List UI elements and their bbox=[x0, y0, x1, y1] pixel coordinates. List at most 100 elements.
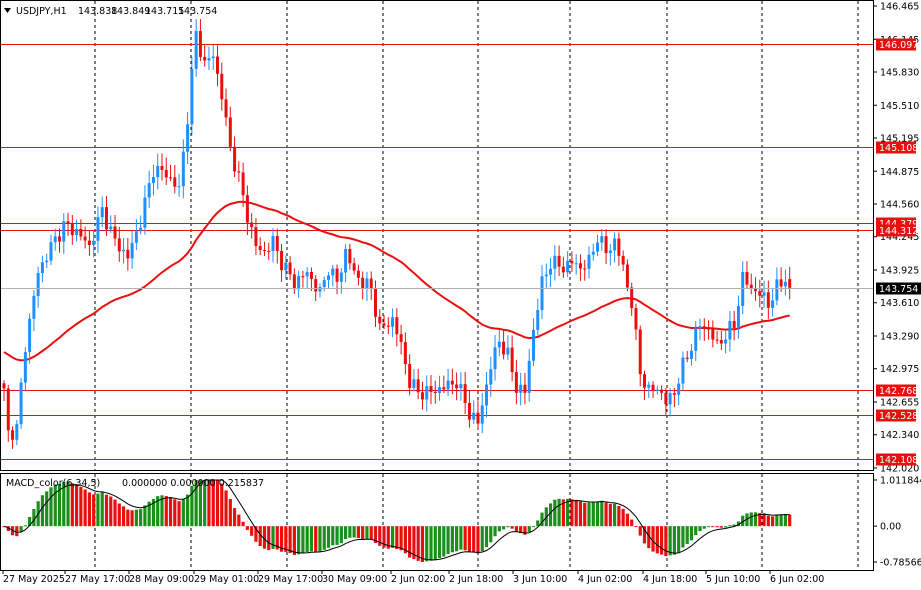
candle-body bbox=[258, 246, 262, 251]
signal-path bbox=[3, 479, 790, 561]
price-tick-label: 143.290 bbox=[880, 332, 919, 343]
current-price-tag: 143.754 bbox=[876, 282, 921, 295]
candle-body bbox=[147, 183, 151, 198]
candle-body bbox=[587, 254, 591, 269]
candle-body bbox=[2, 383, 6, 389]
candle-body bbox=[655, 389, 659, 391]
candle-body bbox=[186, 124, 190, 152]
macd-bar bbox=[766, 515, 770, 527]
candle-body bbox=[467, 402, 471, 420]
candle-body bbox=[45, 260, 49, 263]
candle-body bbox=[309, 272, 313, 280]
candle-body bbox=[348, 248, 352, 264]
time-tick-label: 29 May 01:00 bbox=[194, 574, 259, 585]
macd-bar bbox=[130, 510, 134, 527]
ohlc-close: 143.754 bbox=[178, 6, 217, 17]
price-level-label: 146.097 bbox=[879, 40, 918, 51]
macd-bar bbox=[711, 526, 715, 528]
macd-bar bbox=[215, 480, 220, 527]
macd-bar bbox=[190, 485, 194, 527]
candle-body bbox=[301, 276, 305, 278]
macd-bar bbox=[113, 499, 117, 527]
macd-bar bbox=[531, 526, 536, 528]
time-tick-label: 29 May 17:00 bbox=[258, 574, 323, 585]
macd-bar bbox=[395, 526, 399, 549]
candle-body bbox=[480, 405, 484, 424]
candle-body bbox=[561, 266, 565, 273]
macd-bar bbox=[783, 514, 788, 527]
macd-bar bbox=[583, 502, 587, 527]
candle-body bbox=[472, 412, 476, 420]
price-level-label: 144.312 bbox=[879, 226, 918, 237]
macd-bar bbox=[194, 480, 198, 527]
price-tick-label: 143.925 bbox=[880, 266, 919, 277]
candle-body bbox=[75, 228, 79, 236]
candle-body bbox=[544, 274, 548, 277]
macd-bar bbox=[331, 526, 335, 546]
time-tick-label: 27 May 2025 bbox=[3, 574, 65, 585]
macd-bar bbox=[117, 503, 121, 527]
price-pane[interactable] bbox=[0, 0, 874, 471]
symbol-dropdown-icon[interactable] bbox=[4, 8, 11, 13]
price-level-label: 145.108 bbox=[879, 143, 918, 154]
candle-body bbox=[715, 339, 719, 341]
macd-bar bbox=[519, 526, 523, 534]
price-level-tag bbox=[876, 453, 916, 466]
candle-body bbox=[783, 281, 787, 287]
macd-bar bbox=[87, 492, 91, 527]
price-tick-label: 144.875 bbox=[880, 167, 919, 178]
macd-bar bbox=[732, 524, 736, 527]
candle-body bbox=[327, 275, 331, 280]
level-price-labels: 146.097145.108144.379144.312142.768142.5… bbox=[876, 38, 918, 466]
macd-bar bbox=[685, 526, 689, 544]
price-axis: 146.465146.145145.830145.510145.195144.8… bbox=[873, 2, 919, 475]
macd-bar bbox=[642, 526, 647, 544]
macd-bar bbox=[322, 526, 326, 550]
price-tick-label: 145.195 bbox=[880, 134, 919, 145]
candle-body bbox=[62, 221, 66, 242]
time-tick-label: 30 May 09:00 bbox=[322, 574, 387, 585]
candle-body bbox=[596, 242, 600, 252]
candle-body bbox=[177, 186, 181, 188]
macd-bar bbox=[378, 526, 382, 546]
candle-body bbox=[344, 248, 348, 273]
candle-body bbox=[318, 287, 322, 292]
candle-body bbox=[164, 169, 168, 178]
candle-body bbox=[591, 251, 595, 255]
macd-bar bbox=[753, 512, 758, 527]
macd-bar bbox=[45, 491, 49, 527]
macd-bar bbox=[442, 526, 446, 557]
macd-values: 0.000000 0.000000 0.215837 bbox=[122, 478, 264, 489]
candle-body bbox=[190, 68, 194, 125]
candle-body bbox=[766, 292, 770, 308]
macd-bar bbox=[96, 493, 100, 527]
moving-average-line bbox=[3, 200, 790, 362]
candle-body bbox=[267, 250, 271, 252]
macd-bar bbox=[779, 514, 783, 527]
macd-bar bbox=[621, 508, 625, 527]
candle-body bbox=[391, 317, 395, 327]
candle-body bbox=[493, 347, 497, 370]
candle-body bbox=[254, 227, 258, 247]
candle-body bbox=[745, 271, 749, 285]
macd-bar bbox=[625, 513, 630, 527]
current-price-label: 143.754 bbox=[879, 284, 918, 295]
macd-bar bbox=[527, 526, 531, 532]
macd-bar bbox=[203, 480, 207, 527]
macd-bar bbox=[655, 526, 659, 554]
macd-bar bbox=[668, 526, 672, 556]
candle-body bbox=[58, 236, 62, 242]
candle-body bbox=[707, 328, 711, 330]
macd-bar bbox=[613, 503, 617, 527]
time-tick-label: 5 Jun 10:00 bbox=[706, 574, 760, 585]
candle-body bbox=[369, 278, 373, 288]
macd-bar bbox=[386, 526, 390, 549]
macd-bar bbox=[745, 513, 749, 527]
candle-body bbox=[96, 217, 100, 241]
macd-bar bbox=[297, 526, 301, 555]
macd-bar bbox=[706, 526, 711, 528]
price-tick-label: 142.340 bbox=[880, 430, 919, 441]
macd-bar bbox=[147, 501, 151, 527]
price-tick-label: 142.020 bbox=[880, 464, 919, 475]
